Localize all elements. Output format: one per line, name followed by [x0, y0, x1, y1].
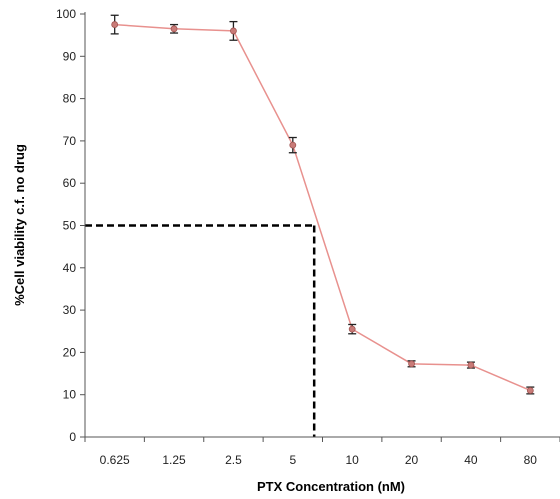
y-tick-label: 60 — [63, 176, 77, 190]
y-tick-label: 20 — [63, 345, 77, 359]
x-tick-label: 10 — [346, 453, 360, 467]
x-tick-label: 1.25 — [162, 453, 186, 467]
data-point — [111, 21, 119, 28]
axes — [80, 12, 560, 442]
data-point — [467, 361, 475, 369]
series-line — [114, 23, 531, 392]
y-tick-label: 70 — [63, 134, 77, 148]
x-tick-label: 5 — [289, 453, 296, 467]
y-tick-label: 30 — [63, 303, 77, 317]
y-tick-label: 50 — [63, 219, 77, 233]
x-tick-label: 80 — [524, 453, 538, 467]
y-tick-label: 80 — [63, 92, 77, 106]
y-tick-label: 100 — [56, 7, 76, 21]
data-point — [348, 325, 356, 333]
data-point — [526, 387, 534, 394]
data-point — [289, 141, 297, 149]
x-tick-label: 2.5 — [225, 453, 242, 467]
plot-area — [85, 14, 535, 437]
data-point — [230, 27, 237, 35]
x-tick-label: 0.625 — [100, 453, 130, 467]
y-tick-label: 40 — [63, 261, 77, 275]
x-axis-title: PTX Concentration (nM) — [257, 479, 405, 494]
y-axis-title: %Cell viability c.f. no drug — [12, 144, 27, 306]
x-tick-label: 20 — [405, 453, 419, 467]
y-tick-label: 90 — [63, 49, 77, 63]
data-point — [170, 25, 178, 33]
y-tick-label: 0 — [69, 430, 76, 444]
data-point — [408, 360, 415, 368]
tick-labels: 0 10 20 30 40 50 60 70 80 90 100 0.625 1.25 2.5 5 10 20 4… — [56, 7, 537, 467]
x-tick-label: 40 — [464, 453, 478, 467]
y-tick-label: 10 — [63, 388, 77, 402]
